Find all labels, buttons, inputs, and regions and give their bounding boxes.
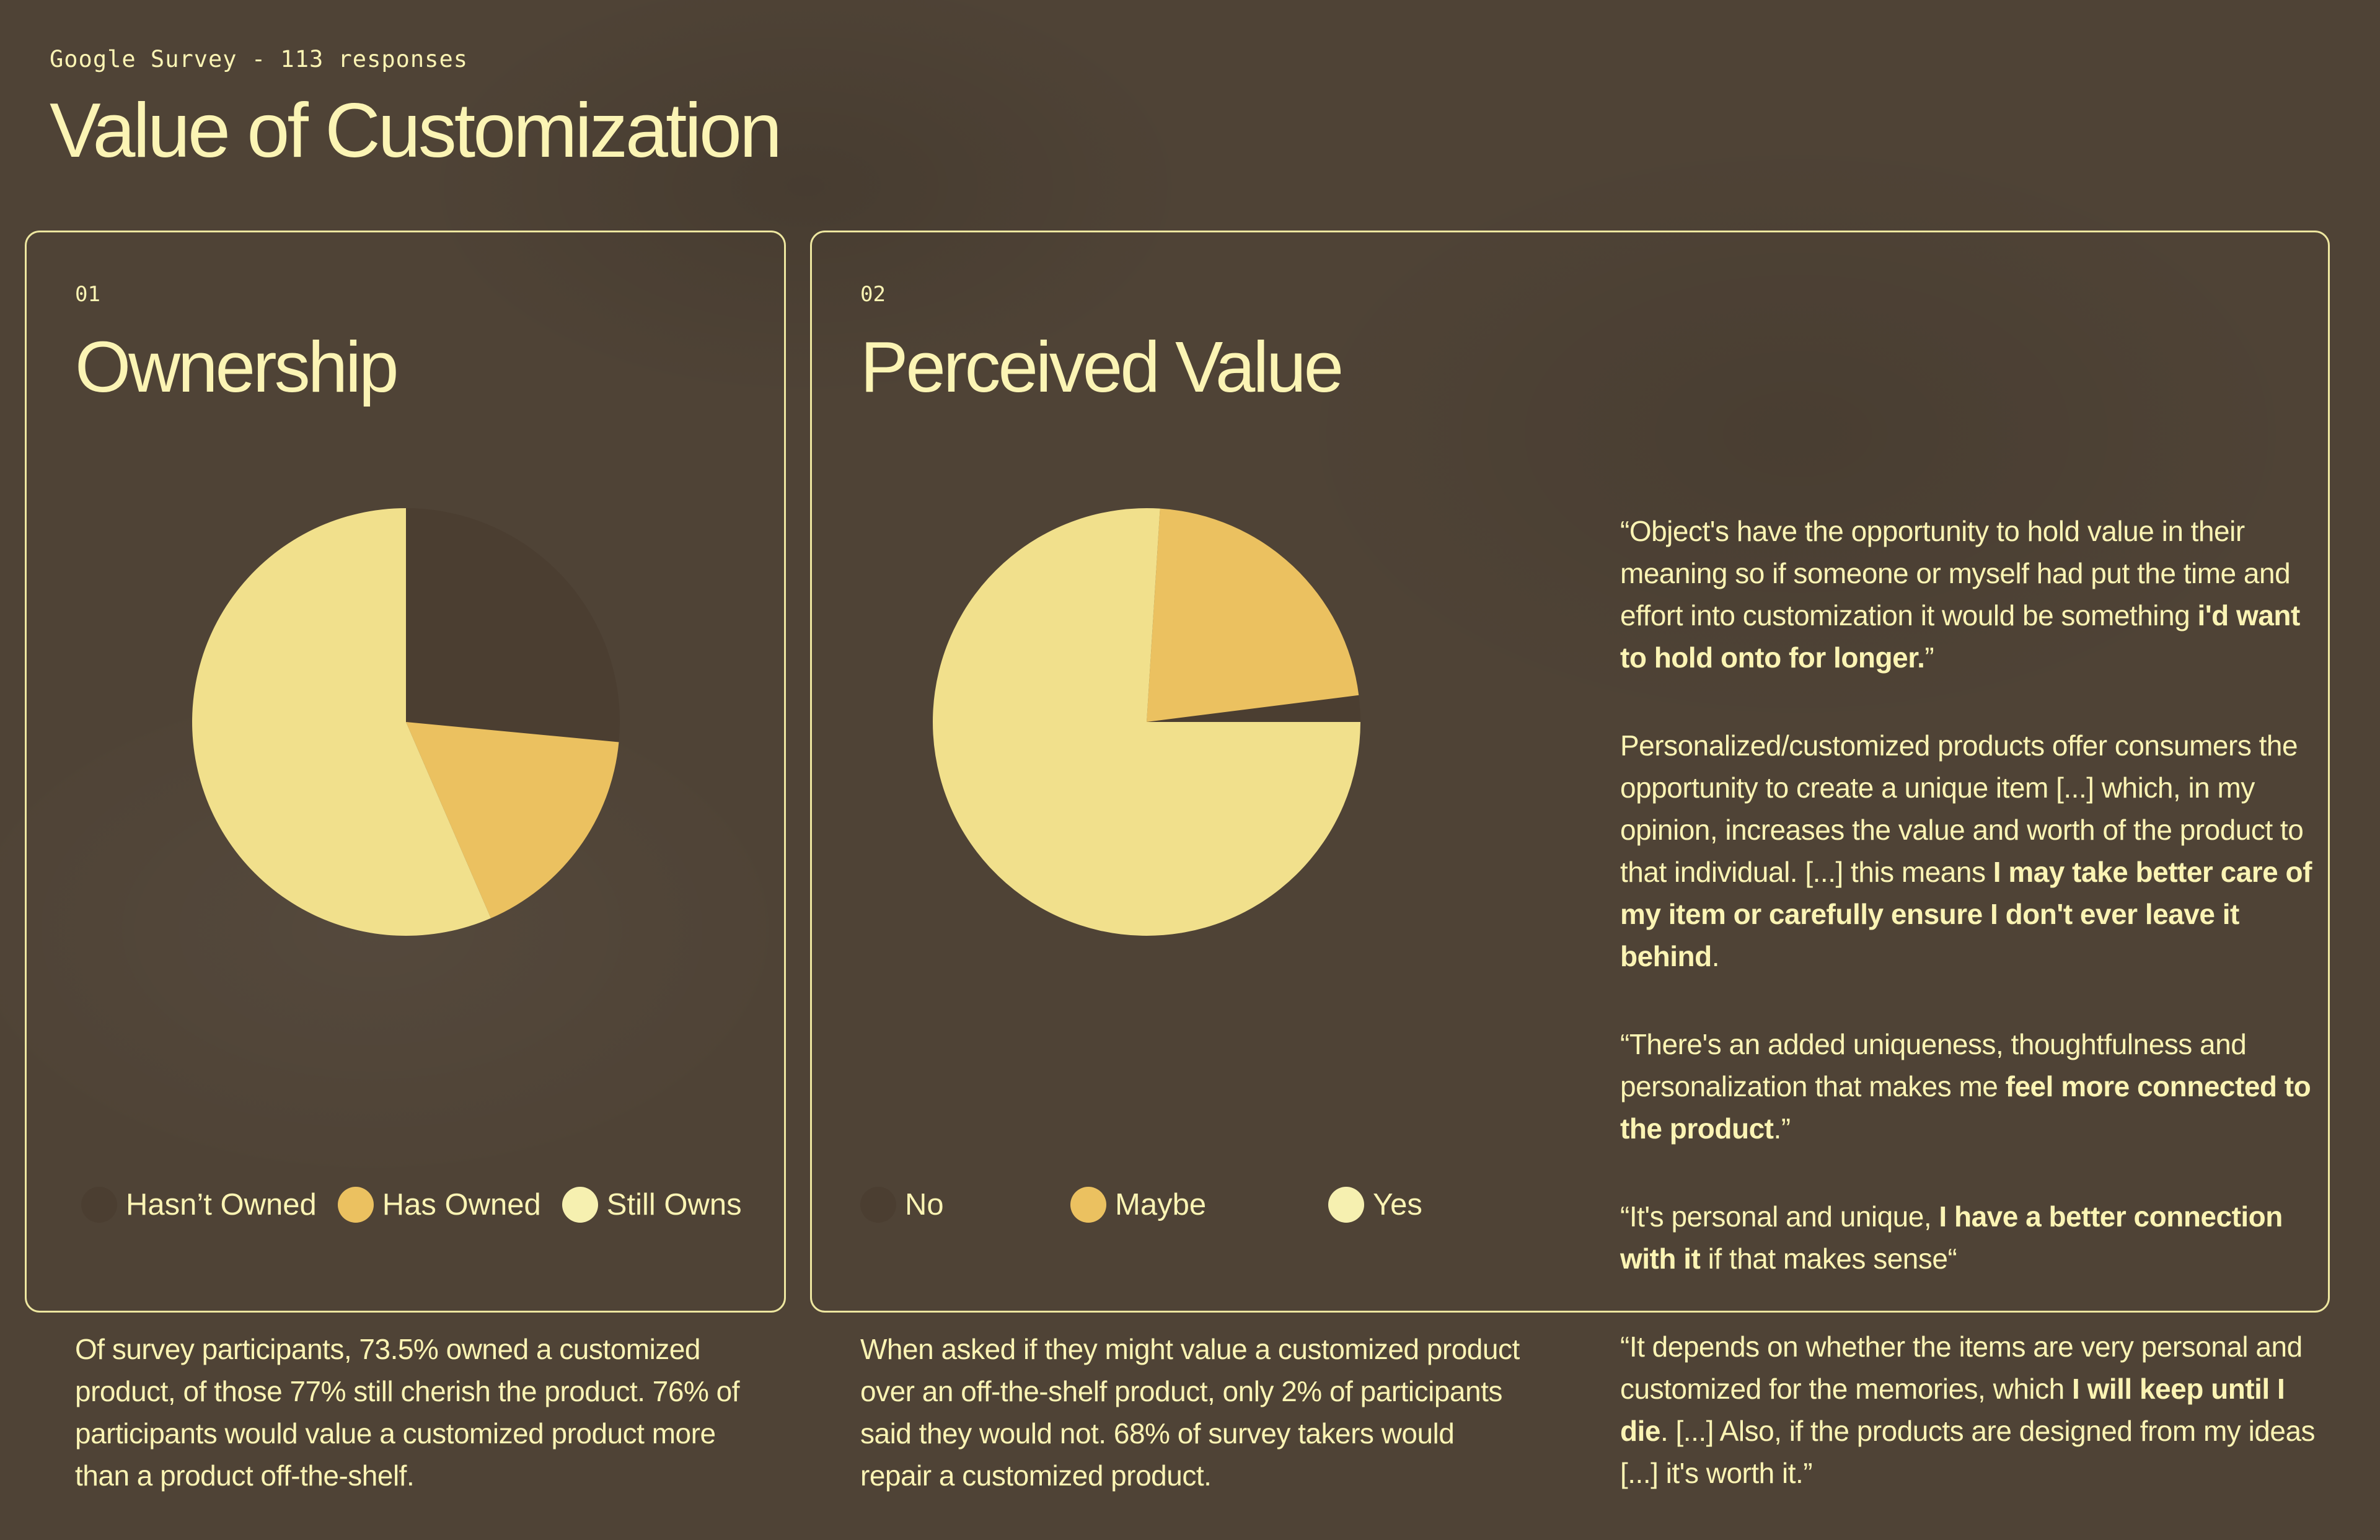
page-title: Value of Customization: [50, 88, 782, 174]
quote-1: “Object's have the opportunity to hold v…: [1620, 510, 2320, 679]
ownership-pie-chart: [192, 508, 620, 936]
legend-item-has-owned: Has Owned: [337, 1187, 541, 1223]
legend-label-maybe: Maybe: [1115, 1188, 1207, 1221]
quote-3-text: “There's an added uniqueness, thoughtful…: [1620, 1028, 2247, 1102]
legend-item-no: No: [860, 1187, 1070, 1223]
legend-swatch-has-owned: [337, 1187, 374, 1223]
legend-swatch-maybe: [1070, 1187, 1106, 1223]
quote-5-end: . [...] Also, if the products are design…: [1620, 1415, 2316, 1489]
quote-3-end: .”: [1773, 1112, 1791, 1145]
legend-swatch-still-owns: [562, 1187, 598, 1223]
legend-swatch-hasnt-owned: [81, 1187, 117, 1223]
legend-label-hasnt-owned: Hasn’t Owned: [126, 1188, 317, 1221]
quote-2-end: .: [1711, 940, 1720, 972]
quote-1-highlight: i'd want to hold onto for longer.: [1620, 599, 2300, 674]
quote-4: “It's personal and unique, I have a bett…: [1620, 1195, 2320, 1280]
quotes-column: “Object's have the opportunity to hold v…: [1620, 510, 2320, 1540]
perceived-value-title: Perceived Value: [860, 327, 1344, 407]
ownership-card: 01 Ownership Hasn’t Owned Has Owned Stil…: [25, 231, 786, 1492]
survey-source-label: Google Survey - 113 responses: [50, 46, 469, 73]
ownership-summary: Of survey participants, 73.5% owned a cu…: [75, 1333, 740, 1492]
pie-slice-no: [1147, 695, 1360, 722]
pie-slice-yes: [933, 508, 1360, 936]
quote-1-end: ”: [1924, 641, 1934, 674]
legend-item-yes: Yes: [1328, 1187, 1422, 1223]
quote-3: “There's an added uniqueness, thoughtful…: [1620, 1023, 2320, 1150]
legend-label-yes: Yes: [1373, 1188, 1422, 1221]
ownership-legend: Hasn’t Owned Has Owned Still Owns: [81, 1187, 742, 1223]
quote-1-text: “Object's have the opportunity to hold v…: [1620, 515, 2291, 631]
quote-5: “It depends on whether the items are ver…: [1620, 1326, 2320, 1494]
perceived-value-card: 02 Perceived Value No Maybe Yes When ask…: [810, 231, 2330, 1492]
perceived-value-summary: When asked if they might value a customi…: [860, 1333, 1520, 1492]
quote-4-highlight: I have a better connection with it: [1620, 1200, 2283, 1275]
quote-4-text: “It's personal and unique,: [1620, 1200, 1939, 1233]
perceived-value-number: 02: [860, 282, 886, 307]
quote-2: Personalized/customized products offer c…: [1620, 724, 2320, 977]
ownership-title: Ownership: [75, 327, 399, 407]
quote-4-end: if that makes sense“: [1700, 1243, 1957, 1275]
quote-2-text: Personalized/customized products offer c…: [1620, 729, 2304, 888]
legend-label-no: No: [905, 1188, 944, 1221]
pie-slice-has-owned: [406, 722, 619, 918]
legend-label-still-owns: Still Owns: [606, 1188, 742, 1221]
legend-label-has-owned: Has Owned: [382, 1188, 541, 1221]
quote-2-highlight: I may take better care of my item or car…: [1620, 856, 2312, 972]
legend-item-maybe: Maybe: [1070, 1187, 1328, 1223]
perceived-value-legend: No Maybe Yes: [860, 1187, 1422, 1223]
pie-slice-still-owns: [192, 508, 491, 936]
legend-swatch-yes: [1328, 1187, 1364, 1223]
legend-item-still-owns: Still Owns: [562, 1187, 742, 1223]
quote-3-highlight: feel more connected to the product: [1620, 1070, 2311, 1145]
pie-slice-maybe: [1147, 508, 1359, 722]
perceived-value-pie-chart: [933, 508, 1360, 936]
legend-swatch-no: [860, 1187, 896, 1223]
pie-slice-hasn-t-owned: [406, 508, 620, 742]
legend-item-hasnt-owned: Hasn’t Owned: [81, 1187, 317, 1223]
ownership-number: 01: [75, 282, 100, 307]
